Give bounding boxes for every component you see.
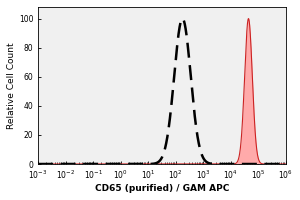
X-axis label: CD65 (purified) / GAM APC: CD65 (purified) / GAM APC bbox=[95, 184, 229, 193]
Y-axis label: Relative Cell Count: Relative Cell Count bbox=[7, 42, 16, 129]
